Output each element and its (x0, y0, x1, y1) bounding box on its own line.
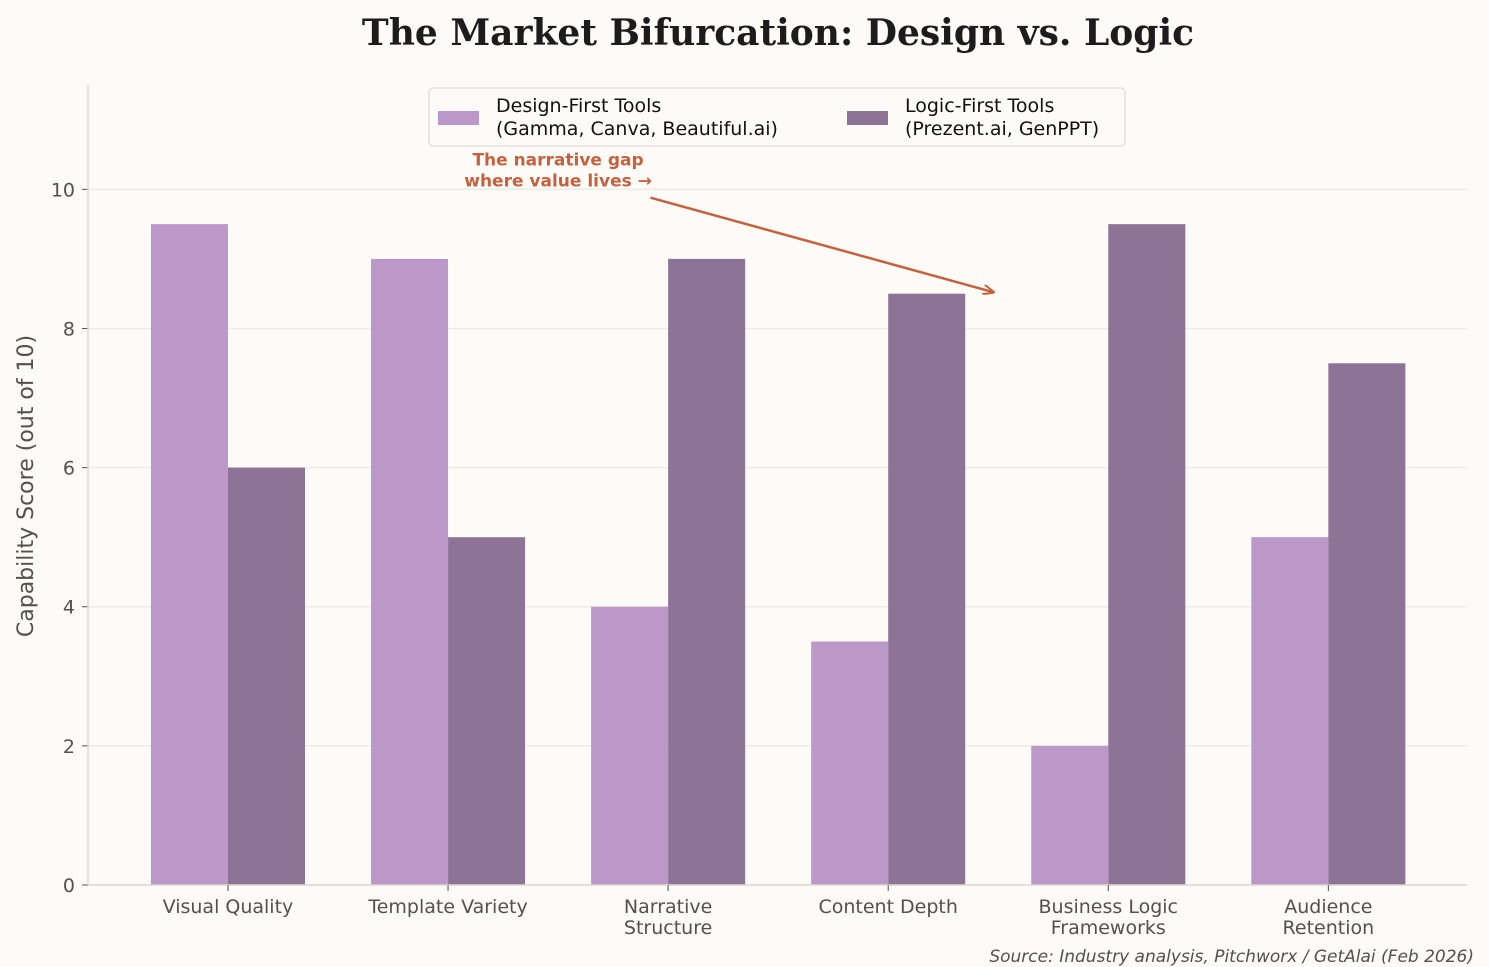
x-tick-label-line: Structure (624, 917, 712, 939)
y-tick-label: 4 (63, 597, 75, 619)
annotation-line: The narrative gap (472, 150, 643, 170)
legend-entry-line: Design-First Tools (496, 95, 661, 117)
x-tick-label-line: Business Logic (1039, 896, 1179, 918)
y-tick-label: 6 (63, 458, 75, 480)
legend-entry: Design-First Tools (Gamma, Canva, Beautif… (496, 95, 778, 140)
x-tick-label: Content Depth (818, 896, 957, 918)
legend-box (428, 87, 1126, 147)
y-tick-label: 0 (63, 875, 75, 897)
x-tick-label: Business Logic Frameworks (1039, 896, 1179, 939)
source-note: Source: Industry analysis, Pitchworx / G… (989, 947, 1474, 967)
bar-design-first (150, 224, 228, 885)
x-tick-label: Visual Quality (163, 896, 294, 918)
bar-logic-first (227, 467, 305, 885)
bar-design-first (371, 258, 449, 885)
annotation-line: where value lives → (464, 171, 652, 191)
bar-design-first (811, 641, 889, 885)
y-axis-label: Capability Score (out of 10) (14, 335, 39, 637)
chart-title: The Market Bifurcation: Design vs. Logic (362, 12, 1194, 54)
y-tick-label: 8 (63, 318, 75, 340)
bar-logic-first (888, 293, 966, 885)
annotation-text: The narrative gap where value lives → (464, 150, 652, 191)
x-tick-label-line: Retention (1283, 917, 1375, 939)
bar-design-first (1251, 537, 1329, 885)
y-tick-label: 10 (51, 179, 75, 201)
legend-entry-line: Logic-First Tools (905, 95, 1054, 117)
bar-logic-first (1328, 363, 1406, 885)
bar-design-first (591, 606, 669, 885)
x-tick-label: Template Variety (367, 896, 527, 918)
bar-logic-first (1108, 224, 1186, 885)
legend-swatch (847, 111, 888, 125)
x-tick-label-line: Frameworks (1051, 917, 1166, 939)
x-tick-label: Narrative Structure (624, 896, 712, 939)
bar-design-first (1031, 745, 1109, 885)
x-tick-label-line: Template Variety (367, 896, 527, 918)
y-tick-label: 2 (63, 736, 75, 758)
x-tick-label-line: Narrative (624, 896, 712, 918)
legend-entry: Logic-First Tools (Prezent.ai, GenPPT) (905, 95, 1099, 140)
x-tick-label-line: Content Depth (818, 896, 957, 918)
x-tick-label-line: Visual Quality (163, 896, 294, 918)
x-tick-label-line: Audience (1284, 896, 1372, 918)
legend-swatch (438, 111, 479, 125)
annotation-arrow (650, 196, 994, 293)
bar-logic-first (668, 258, 746, 885)
legend-entry-line: (Gamma, Canva, Beautiful.ai) (496, 118, 778, 140)
bar-logic-first (448, 537, 526, 885)
legend-entry-line: (Prezent.ai, GenPPT) (905, 118, 1099, 140)
x-tick-label: Audience Retention (1283, 896, 1375, 939)
